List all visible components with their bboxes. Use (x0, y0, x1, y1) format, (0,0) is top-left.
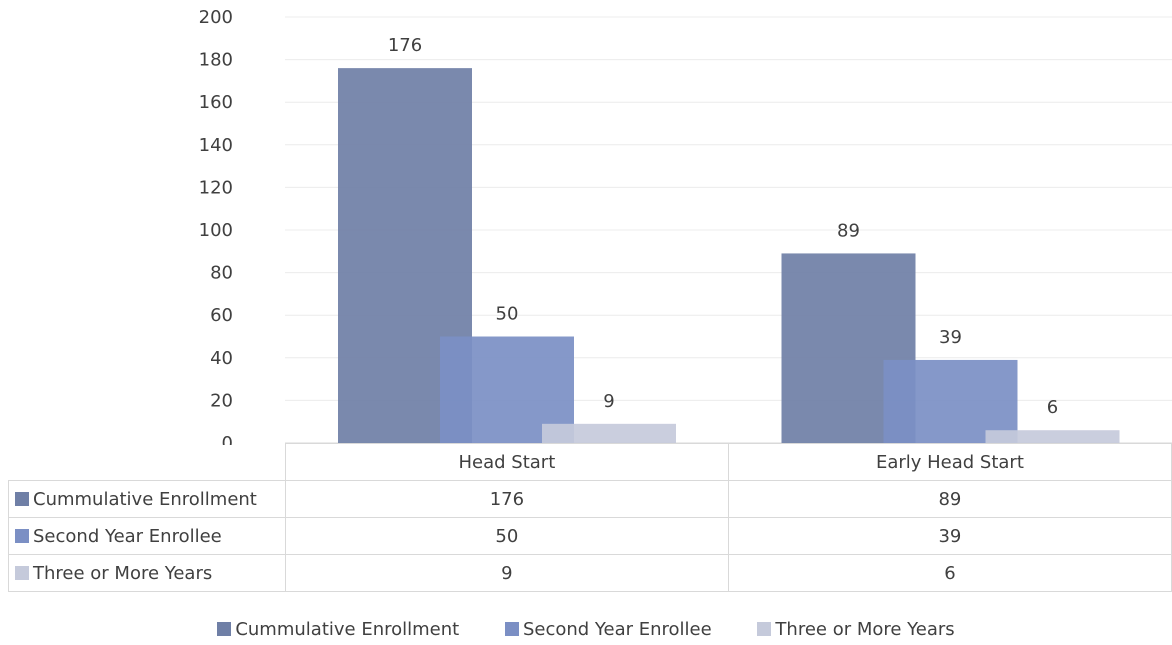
table-cell: 6 (727, 554, 1172, 592)
legend-label: Cummulative Enrollment (235, 619, 460, 640)
legend-item: Cummulative Enrollment (217, 619, 459, 641)
y-tick-label: 0 (222, 433, 233, 445)
table-category-header: Early Head Start (727, 443, 1172, 481)
y-tick-label: 20 (210, 390, 233, 411)
chart-plot: 0 20 40 60 80 100 120 140 160 180 200 176 50 9 89 39 6 (199, 7, 1172, 445)
table-series-header: Cummulative Enrollment (8, 480, 286, 518)
legend-item: Second Year Enrollee (504, 619, 712, 641)
chart-legend: Cummulative Enrollment Second Year Enrol… (0, 619, 1172, 641)
y-tick-label: 160 (199, 92, 233, 113)
y-tick-label: 180 (199, 50, 233, 71)
table-cell: 39 (727, 517, 1172, 555)
y-tick-label: 120 (199, 177, 233, 198)
table-cell: 9 (284, 554, 729, 592)
table-corner (8, 443, 286, 481)
data-label: 176 (388, 35, 422, 56)
legend-swatch-icon (504, 622, 519, 636)
table-cell: 89 (727, 480, 1172, 518)
y-tick-label: 200 (199, 7, 233, 28)
series-name: Cummulative Enrollment (33, 488, 257, 510)
y-tick-label: 60 (210, 305, 233, 326)
bar (985, 430, 1120, 443)
data-label: 50 (496, 304, 519, 325)
bar (883, 359, 1018, 443)
legend-label: Second Year Enrollee (522, 619, 712, 640)
data-label: 6 (1047, 397, 1058, 418)
y-tick-label: 100 (199, 220, 233, 241)
bar (542, 423, 676, 443)
table-series-header: Second Year Enrollee (8, 517, 286, 555)
y-tick-label: 140 (199, 135, 233, 156)
table-row: Second Year Enrollee 50 39 (8, 517, 1172, 555)
legend-swatch-icon (15, 565, 29, 580)
table-category-header: Head Start (284, 443, 729, 481)
y-tick-label: 40 (210, 348, 233, 369)
table-header-row: Head Start Early Head Start (8, 443, 1172, 481)
table-cell: 50 (284, 517, 729, 555)
legend-swatch-icon (15, 491, 29, 506)
table-cell: 176 (284, 480, 729, 518)
table-row: Cummulative Enrollment 176 89 (8, 480, 1172, 518)
data-table: Head Start Early Head Start Cummulative … (8, 443, 1172, 592)
legend-swatch-icon (217, 622, 232, 636)
y-tick-label: 80 (210, 263, 233, 284)
legend-swatch-icon (757, 622, 772, 636)
series-name: Three or More Years (33, 562, 213, 584)
legend-item: Three or More Years (757, 619, 955, 641)
data-label: 9 (603, 391, 614, 412)
table-series-header: Three or More Years (8, 554, 286, 592)
legend-swatch-icon (15, 528, 29, 543)
table-row: Three or More Years 9 6 (8, 554, 1172, 592)
series-name: Second Year Enrollee (33, 525, 222, 547)
legend-label: Three or More Years (775, 619, 955, 640)
data-label: 89 (837, 220, 860, 241)
data-label: 39 (939, 327, 962, 348)
